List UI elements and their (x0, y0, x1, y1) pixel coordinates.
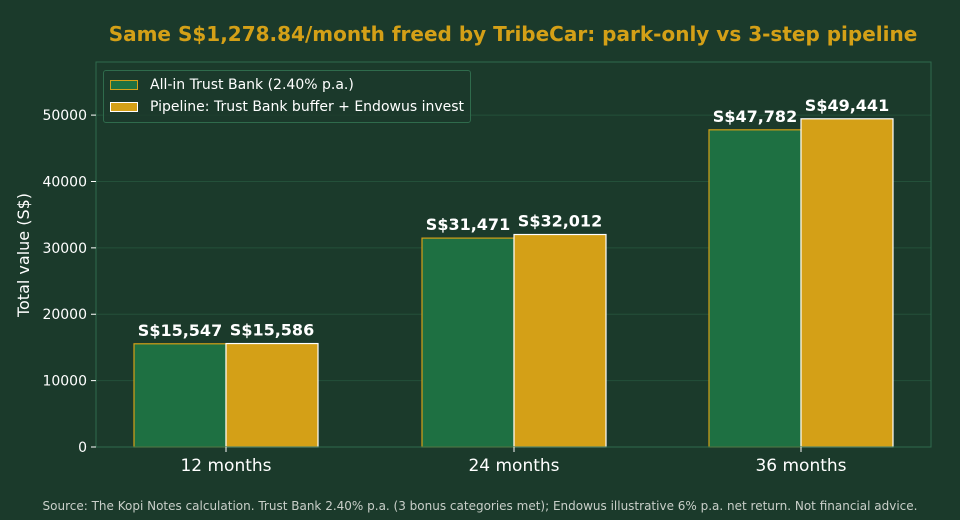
bar (708, 129, 802, 448)
legend-label: Pipeline: Trust Bank buffer + Endowus in… (150, 99, 465, 115)
y-axis-label: Total value (S$) (14, 193, 33, 318)
x-tick-label: 36 months (755, 456, 846, 476)
chart-title: Same S$1,278.84/month freed by TribeCar:… (108, 22, 918, 46)
bar-value-label: S$15,547 (138, 321, 222, 340)
bar-value-label: S$49,441 (805, 96, 889, 115)
bar (421, 237, 515, 448)
bar (133, 343, 227, 448)
x-tick-label: 24 months (468, 456, 559, 476)
y-tick-label: 50000 (42, 108, 87, 124)
bar (513, 233, 607, 448)
y-tick-label: 40000 (42, 174, 87, 190)
legend-item-trust-bank: All-in Trust Bank (2.40% p.a.) (110, 74, 464, 96)
bar (800, 118, 894, 448)
y-tick-label: 10000 (42, 374, 87, 390)
legend: All-in Trust Bank (2.40% p.a.) Pipeline:… (103, 70, 472, 123)
y-tick-label: 0 (78, 440, 87, 456)
bar-value-label: S$32,012 (518, 212, 602, 231)
legend-swatch-pipeline (110, 102, 138, 112)
x-tick-label: 12 months (180, 456, 271, 476)
legend-swatch-trust-bank (110, 80, 138, 90)
legend-item-pipeline: Pipeline: Trust Bank buffer + Endowus in… (110, 96, 464, 118)
y-tick-label: 30000 (42, 241, 87, 257)
bar-value-label: S$47,782 (713, 107, 797, 126)
bar-value-label: S$15,586 (230, 321, 314, 340)
bar-value-label: S$31,471 (426, 215, 510, 234)
source-note: Source: The Kopi Notes calculation. Trus… (42, 499, 918, 513)
y-tick-label: 20000 (42, 307, 87, 323)
legend-label: All-in Trust Bank (2.40% p.a.) (150, 77, 354, 93)
bar (225, 342, 319, 448)
